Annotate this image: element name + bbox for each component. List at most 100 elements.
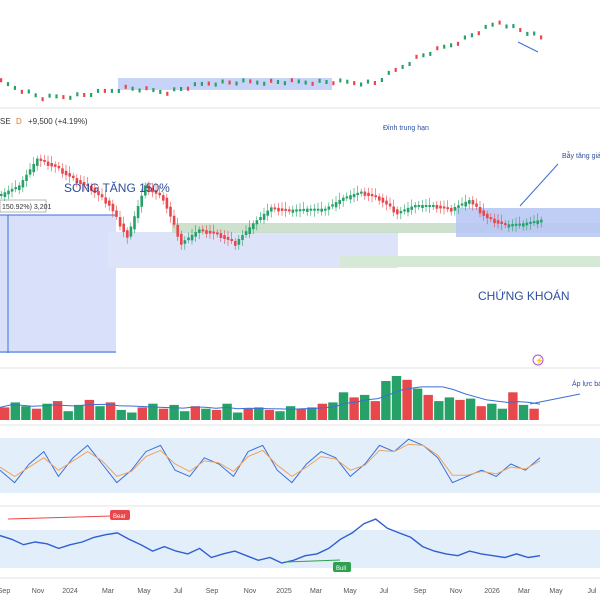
price-candle bbox=[266, 210, 269, 216]
x-axis: Sep Nov 2024 Mar May Jul Sep Nov 2025 Mar May Jul Se… bbox=[0, 588, 597, 595]
price-candle bbox=[511, 224, 514, 227]
price-candle bbox=[460, 203, 464, 206]
price-candle bbox=[248, 227, 251, 234]
price-candle bbox=[540, 219, 543, 223]
price-candle bbox=[334, 202, 338, 208]
x-tick-label: Sep bbox=[206, 588, 219, 595]
overview-candle bbox=[366, 79, 370, 84]
x-tick-label: Mar bbox=[310, 588, 323, 595]
price-candle bbox=[453, 207, 457, 211]
overview-candle bbox=[304, 80, 307, 85]
volume-bar bbox=[127, 412, 137, 420]
overview-candle bbox=[103, 88, 106, 93]
price-candle bbox=[478, 207, 482, 214]
rsi-band bbox=[0, 530, 600, 568]
price-candle bbox=[298, 209, 302, 212]
price-candle bbox=[349, 195, 352, 200]
price-candle bbox=[162, 195, 165, 201]
price-candle bbox=[97, 191, 100, 196]
overview-candle bbox=[491, 22, 494, 27]
overview-candle bbox=[270, 78, 273, 83]
price-candle bbox=[64, 170, 68, 176]
overview-candle bbox=[533, 31, 536, 36]
volume-bar bbox=[476, 406, 486, 420]
interval-badge: D bbox=[16, 117, 22, 126]
bull-divergence-line bbox=[285, 559, 341, 563]
price-candle bbox=[165, 197, 169, 209]
overview-candle bbox=[283, 81, 286, 86]
bear-badge bbox=[110, 510, 130, 520]
overview-candle bbox=[0, 78, 3, 83]
overview-candle bbox=[519, 28, 522, 32]
price-candle bbox=[136, 206, 140, 219]
price-candle bbox=[108, 200, 111, 206]
overview-candle bbox=[200, 81, 203, 86]
price-candle bbox=[399, 210, 403, 214]
overview-candle bbox=[443, 44, 446, 49]
volume-bar bbox=[21, 406, 31, 420]
price-candle bbox=[291, 209, 295, 213]
price-candle bbox=[507, 224, 511, 228]
overview-candle bbox=[55, 94, 58, 99]
overview-candle bbox=[470, 33, 473, 38]
price-candle bbox=[50, 163, 53, 167]
price-candle bbox=[522, 223, 525, 227]
price-candle bbox=[504, 223, 507, 226]
price-candle bbox=[270, 207, 273, 212]
volume-bar bbox=[52, 401, 63, 420]
volume-bar bbox=[95, 406, 105, 420]
price-candle bbox=[133, 216, 136, 230]
trap-arrow bbox=[519, 163, 559, 207]
price-candle bbox=[324, 208, 327, 211]
measure-label: 150.92%) 3,201 bbox=[2, 204, 52, 211]
volume-bar bbox=[180, 411, 190, 420]
price-candle bbox=[306, 208, 309, 212]
overview-candle bbox=[110, 88, 113, 93]
price-candle bbox=[410, 206, 413, 210]
price-candle bbox=[482, 210, 485, 216]
price-candle bbox=[370, 194, 374, 197]
volume-bar bbox=[84, 399, 95, 420]
price-candle bbox=[219, 233, 223, 238]
flash-icon-glyph: ⚡ bbox=[535, 356, 544, 365]
volume-bar bbox=[222, 403, 232, 420]
volume-ma-line bbox=[0, 386, 541, 410]
price-candle bbox=[187, 237, 190, 241]
price-candle bbox=[378, 196, 381, 201]
volume-bar bbox=[105, 402, 116, 420]
volume-bar bbox=[455, 399, 465, 420]
volume-bar bbox=[254, 407, 264, 420]
price-candle bbox=[122, 223, 125, 233]
overview-candle bbox=[138, 88, 141, 93]
price-candle bbox=[252, 223, 255, 230]
price-candle bbox=[439, 205, 442, 209]
price-candle bbox=[14, 187, 17, 190]
overview-candle bbox=[477, 31, 480, 36]
overview-candle bbox=[214, 82, 217, 87]
price-candle bbox=[457, 205, 460, 208]
price-candle bbox=[363, 191, 367, 196]
price-candle bbox=[450, 207, 453, 212]
overview-candle bbox=[346, 79, 349, 84]
overview-candle bbox=[62, 95, 65, 100]
price-candle bbox=[32, 163, 35, 173]
price-candle bbox=[309, 208, 313, 211]
price-candle bbox=[241, 235, 244, 240]
price-candle bbox=[86, 184, 89, 186]
price-candle bbox=[129, 226, 133, 237]
price-candle bbox=[25, 174, 28, 181]
volume-bar bbox=[243, 408, 253, 420]
volume-bar bbox=[148, 403, 158, 420]
overview-candle bbox=[436, 46, 439, 51]
price-candle bbox=[313, 208, 316, 211]
price-candle bbox=[18, 185, 21, 191]
price-candle bbox=[0, 194, 3, 196]
bull-badge bbox=[333, 562, 351, 572]
price-candle bbox=[183, 240, 187, 244]
price-candle bbox=[277, 207, 280, 212]
volume-bar bbox=[465, 398, 476, 420]
overview-candle bbox=[131, 86, 134, 91]
overview-candle bbox=[228, 80, 231, 85]
price-candle bbox=[151, 187, 154, 193]
overview-candle bbox=[297, 79, 300, 84]
